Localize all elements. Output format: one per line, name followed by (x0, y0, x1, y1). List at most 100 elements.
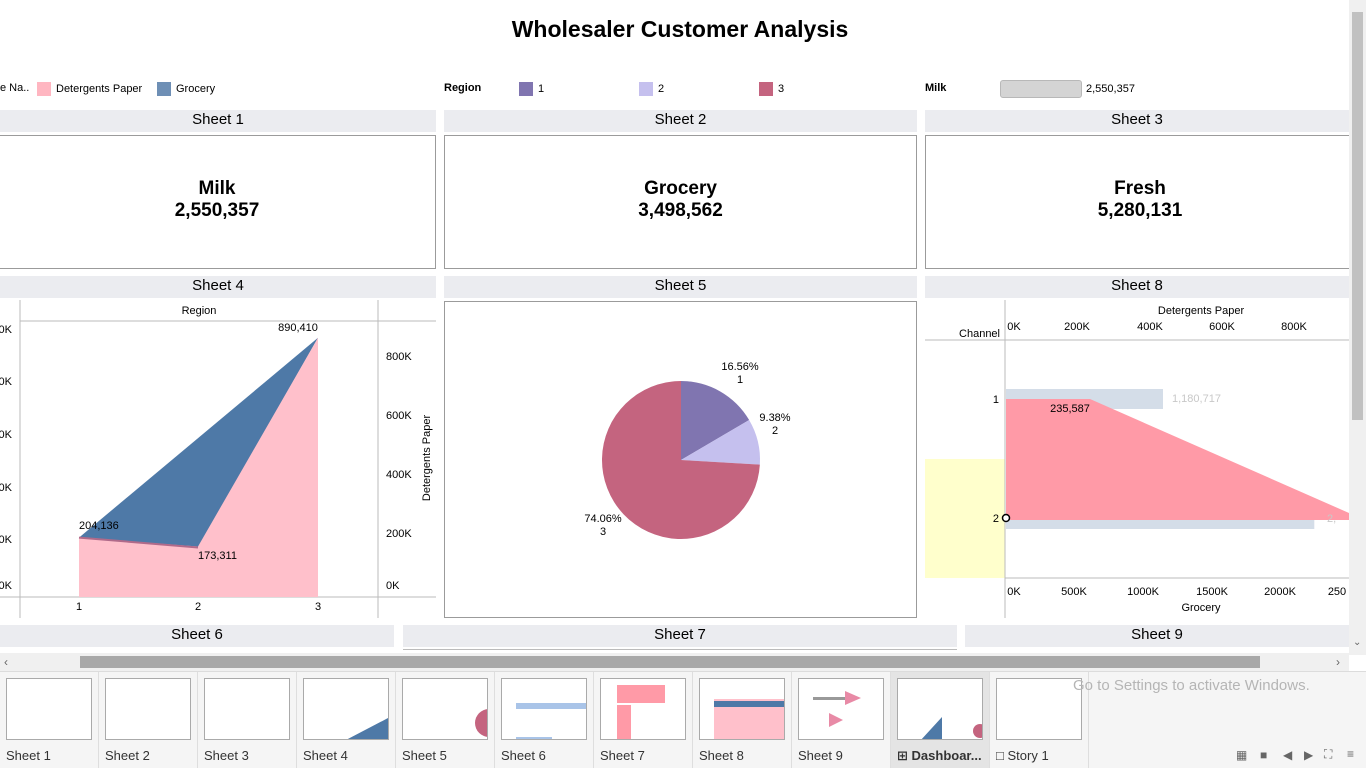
thumbnail-area-preview (347, 718, 388, 739)
right-axis-tick: 400K (386, 469, 412, 481)
data-label: 173,311 (198, 550, 237, 562)
thumbnail-pie-preview (475, 709, 487, 737)
legend-item-grocery[interactable]: Grocery (176, 83, 216, 95)
sheet8-top-axis-label: Detergents Paper (1158, 305, 1245, 317)
legend-swatch-region-1[interactable] (519, 82, 533, 96)
sheet8-marks[interactable]: 1,180,717 2, 235,587 (1001, 389, 1350, 529)
legend-swatch-region-2[interactable] (639, 82, 653, 96)
tab-label: Sheet 4 (303, 748, 348, 763)
tab-sheet-7[interactable]: Sheet 7 (594, 672, 693, 768)
tab-menu-icon[interactable]: ≡ (1347, 747, 1355, 761)
sheet4-grocery-area[interactable] (79, 337, 318, 549)
detergents-area[interactable] (1006, 399, 1349, 520)
kpi-milk-name: Milk (198, 178, 236, 199)
tab-sheet-9[interactable]: Sheet 9 (792, 672, 891, 768)
activation-watermark: Go to Settings to activate Windows. (1073, 677, 1310, 694)
channel-row-label: 2 (993, 513, 999, 525)
sheet2-kpi-card[interactable]: Grocery 3,498,562 (444, 135, 917, 269)
show-filmstrip-icon[interactable]: ■ (1260, 748, 1268, 762)
sheet2-header: Sheet 2 (444, 110, 917, 132)
sheet4-detergents-area[interactable] (79, 337, 318, 597)
thumbnail-area-preview (714, 699, 784, 739)
show-sheet-sorter-icon[interactable]: ▦ (1236, 748, 1248, 762)
horizontal-scroll-thumb[interactable] (80, 656, 1260, 668)
tab-sheet-1[interactable]: Sheet 1 (0, 672, 99, 768)
pie-slice-region-1[interactable] (681, 381, 750, 460)
sheet7-header: Sheet 7 (403, 625, 957, 647)
vertical-scrollbar[interactable]: ⌄ (1349, 0, 1366, 655)
pie-percent-label: 9.38% (759, 412, 790, 424)
sheet4-area-chart[interactable]: Region 0K 0K 0K 0K 0K 0K 0K 200K 400K 600K 800K 1… (0, 300, 436, 618)
sheet3-kpi-card[interactable]: Fresh 5,280,131 (925, 135, 1355, 269)
measure-legend-label: e Na.. (0, 82, 30, 94)
data-label: 204,136 (79, 520, 119, 532)
sheet8-highlight-cell (925, 459, 1005, 578)
tab-sheet-4[interactable]: Sheet 4 (297, 672, 396, 768)
legend-swatch-grocery[interactable] (157, 82, 171, 96)
pie-slice-region-3[interactable] (601, 381, 760, 539)
next-sheet-icon[interactable]: ▶ (1304, 748, 1314, 762)
tab-sheet-2[interactable]: Sheet 2 (99, 672, 198, 768)
tab-label: Sheet 5 (402, 748, 447, 763)
grocery-bar-channel-2[interactable] (1006, 520, 1315, 529)
scroll-down-icon[interactable]: ⌄ (1353, 637, 1362, 648)
sheet4-right-axis-label: Detergents Paper (421, 415, 433, 502)
tab-dashboard[interactable]: ⊞ Dashboar... (891, 672, 990, 768)
pie-slice-region-2[interactable] (681, 420, 760, 465)
tab-thumbnail (600, 678, 686, 740)
tab-label: Sheet 2 (105, 748, 150, 763)
book-icon: □ (996, 748, 1004, 763)
sheet5-slices[interactable] (601, 381, 760, 539)
scroll-left-icon[interactable]: ‹ (4, 655, 8, 669)
grocery-label-channel-1: 1,180,717 (1172, 393, 1221, 405)
legend-item-region-1[interactable]: 1 (538, 83, 545, 95)
left-axis-tick: 0K (0, 324, 13, 336)
tab-label: Sheet 9 (798, 748, 843, 763)
legend-item-detergents[interactable]: Detergents Paper (56, 83, 143, 95)
tab-sheet-6[interactable]: Sheet 6 (495, 672, 594, 768)
pie-region-label: 1 (737, 374, 743, 386)
kpi-fresh-value: 5,280,131 (1097, 200, 1183, 221)
sheet4-axis-title: Region (182, 305, 217, 317)
prev-sheet-icon[interactable]: ◀ (1283, 748, 1293, 762)
tab-thumbnail (699, 678, 785, 740)
vertical-scroll-thumb[interactable] (1352, 12, 1363, 420)
tab-label-text: Story 1 (1007, 748, 1049, 763)
legend-item-region-2[interactable]: 2 (658, 83, 665, 95)
x-axis-tick: 2 (195, 601, 201, 613)
tab-sheet-3[interactable]: Sheet 3 (198, 672, 297, 768)
thumbnail-bar-preview (617, 685, 665, 739)
legend-swatch-detergents[interactable] (37, 82, 51, 96)
sheet8-top-ticks: 0K 200K 400K 600K 800K (1007, 321, 1307, 333)
milk-range-slider[interactable] (1000, 80, 1082, 98)
fullscreen-icon[interactable]: ⛶ (1324, 747, 1333, 761)
tab-label: Sheet 3 (204, 748, 249, 763)
sheet4-area-edge (78, 536, 199, 549)
right-axis-tick: 0K (386, 580, 400, 592)
tab-sheet-8[interactable]: Sheet 8 (693, 672, 792, 768)
sheet7-top-edge (403, 649, 957, 653)
tab-thumbnail (402, 678, 488, 740)
channel-2-point[interactable] (1001, 513, 1011, 523)
sheet8-header: Sheet 8 (925, 276, 1349, 298)
top-axis-tick: 0K (1007, 321, 1021, 333)
kpi-milk-value: 2,550,357 (174, 200, 260, 221)
sheet1-kpi-card[interactable]: Milk 2,550,357 (0, 135, 436, 269)
tab-story-1[interactable]: □ Story 1 (990, 672, 1089, 768)
tab-thumbnail (105, 678, 191, 740)
data-label: 890,410 (278, 322, 318, 334)
tab-sheet-5[interactable]: Sheet 5 (396, 672, 495, 768)
kpi-grocery-name: Grocery (644, 178, 717, 199)
scroll-right-icon[interactable]: › (1336, 655, 1340, 669)
sheet4-right-ticks: 0K 200K 400K 600K 800K (386, 351, 412, 592)
sheet8-dual-axis-chart[interactable]: Detergents Paper Channel Grocery 0K 200K 4… (925, 300, 1349, 618)
horizontal-scrollbar[interactable]: ‹ › (0, 653, 1349, 671)
bottom-axis-tick: 2000K (1264, 586, 1296, 598)
sheet6-header: Sheet 6 (0, 625, 394, 647)
tab-thumbnail (798, 678, 884, 740)
sheet5-pie-chart[interactable]: 16.56%1 9.38%2 74.06%3 (445, 302, 916, 617)
legend-item-region-3[interactable]: 3 (778, 83, 785, 95)
tab-thumbnail (303, 678, 389, 740)
legend-swatch-region-3[interactable] (759, 82, 773, 96)
sheet4-header: Sheet 4 (0, 276, 436, 298)
